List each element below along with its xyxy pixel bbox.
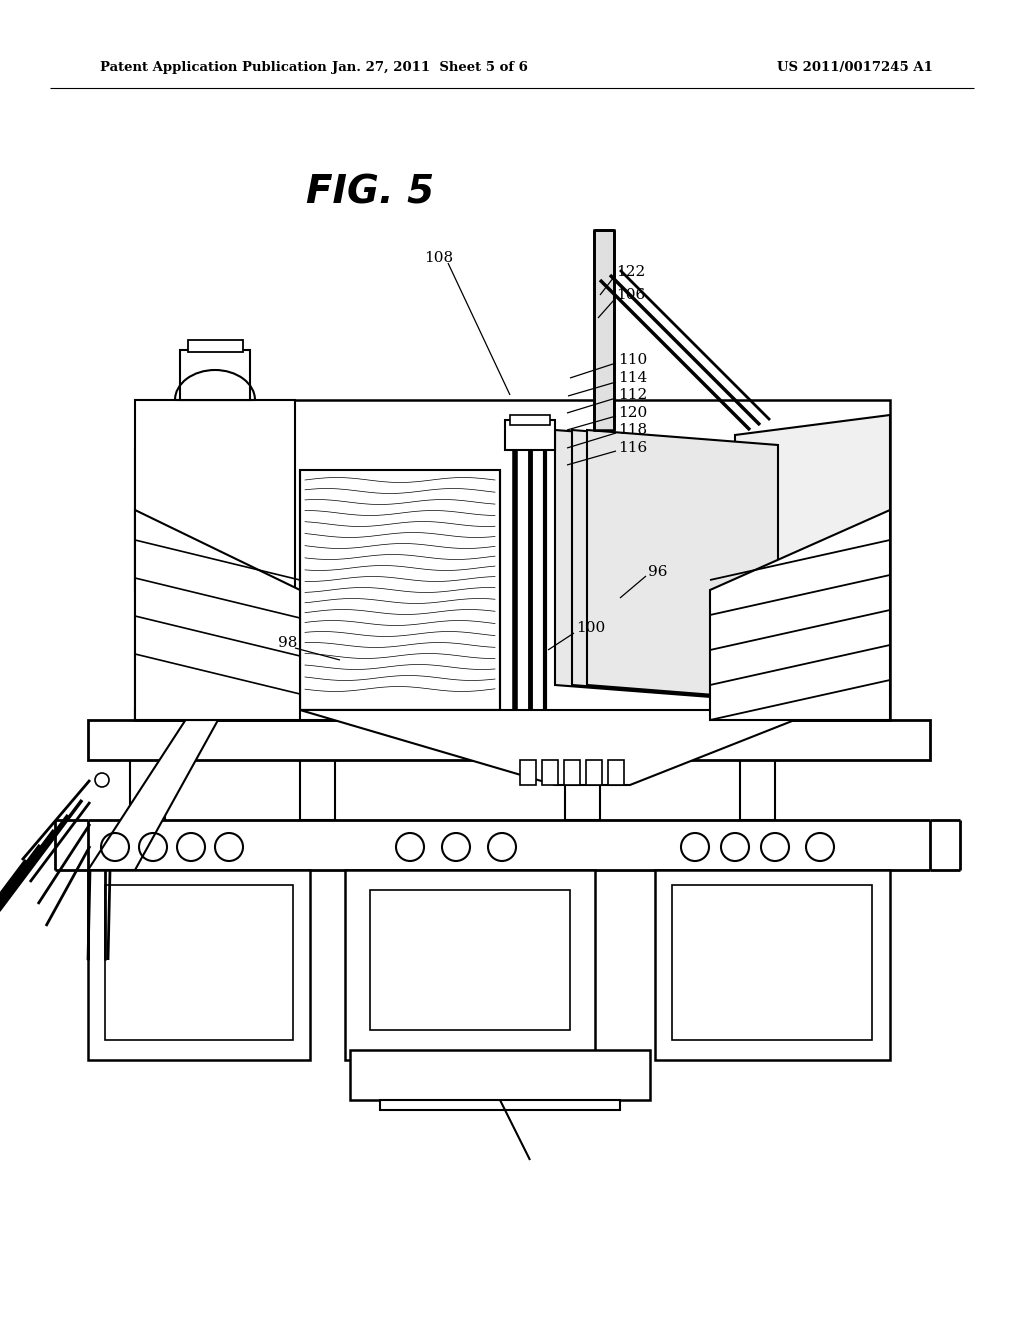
Text: 120: 120 bbox=[618, 407, 647, 420]
Polygon shape bbox=[587, 430, 778, 700]
Bar bbox=[565, 760, 600, 820]
Text: 114: 114 bbox=[618, 371, 647, 385]
Bar bbox=[564, 760, 580, 785]
Polygon shape bbox=[555, 430, 750, 700]
Text: 108: 108 bbox=[424, 251, 454, 265]
Text: 116: 116 bbox=[618, 441, 647, 455]
Bar bbox=[380, 1100, 620, 1110]
Text: 122: 122 bbox=[616, 265, 645, 279]
Polygon shape bbox=[710, 510, 890, 719]
Bar bbox=[180, 350, 250, 400]
Polygon shape bbox=[135, 430, 290, 719]
Polygon shape bbox=[135, 510, 300, 719]
Text: FIG. 5: FIG. 5 bbox=[306, 173, 434, 211]
Text: 100: 100 bbox=[575, 620, 605, 635]
Polygon shape bbox=[300, 710, 820, 785]
Text: Jan. 27, 2011  Sheet 5 of 6: Jan. 27, 2011 Sheet 5 of 6 bbox=[332, 62, 528, 74]
Bar bbox=[300, 760, 335, 820]
Bar bbox=[345, 870, 595, 1060]
Bar bbox=[300, 470, 500, 710]
Bar bbox=[542, 760, 558, 785]
Polygon shape bbox=[88, 590, 290, 870]
Bar bbox=[510, 414, 550, 425]
Polygon shape bbox=[135, 710, 820, 780]
Text: 96: 96 bbox=[648, 565, 668, 579]
Text: 98: 98 bbox=[278, 636, 297, 649]
Bar bbox=[608, 760, 624, 785]
Text: 112: 112 bbox=[618, 388, 647, 403]
Bar bbox=[505, 420, 555, 450]
Bar bbox=[520, 760, 536, 785]
Polygon shape bbox=[735, 414, 890, 719]
Bar bbox=[88, 870, 310, 1060]
Bar bbox=[350, 1049, 650, 1100]
Text: 118: 118 bbox=[618, 422, 647, 437]
Text: US 2011/0017245 A1: US 2011/0017245 A1 bbox=[777, 62, 933, 74]
Bar bbox=[370, 890, 570, 1030]
Text: 110: 110 bbox=[618, 352, 647, 367]
Bar bbox=[740, 760, 775, 820]
Bar bbox=[135, 400, 295, 590]
Bar bbox=[594, 230, 614, 430]
Bar bbox=[586, 760, 602, 785]
Text: 106: 106 bbox=[616, 288, 645, 302]
Bar bbox=[188, 341, 243, 352]
Bar bbox=[655, 870, 890, 1060]
Bar bbox=[130, 760, 165, 820]
Polygon shape bbox=[135, 400, 890, 719]
Bar bbox=[672, 884, 872, 1040]
Bar bbox=[105, 884, 293, 1040]
Bar bbox=[88, 719, 930, 760]
Text: Patent Application Publication: Patent Application Publication bbox=[100, 62, 327, 74]
Polygon shape bbox=[572, 430, 765, 700]
